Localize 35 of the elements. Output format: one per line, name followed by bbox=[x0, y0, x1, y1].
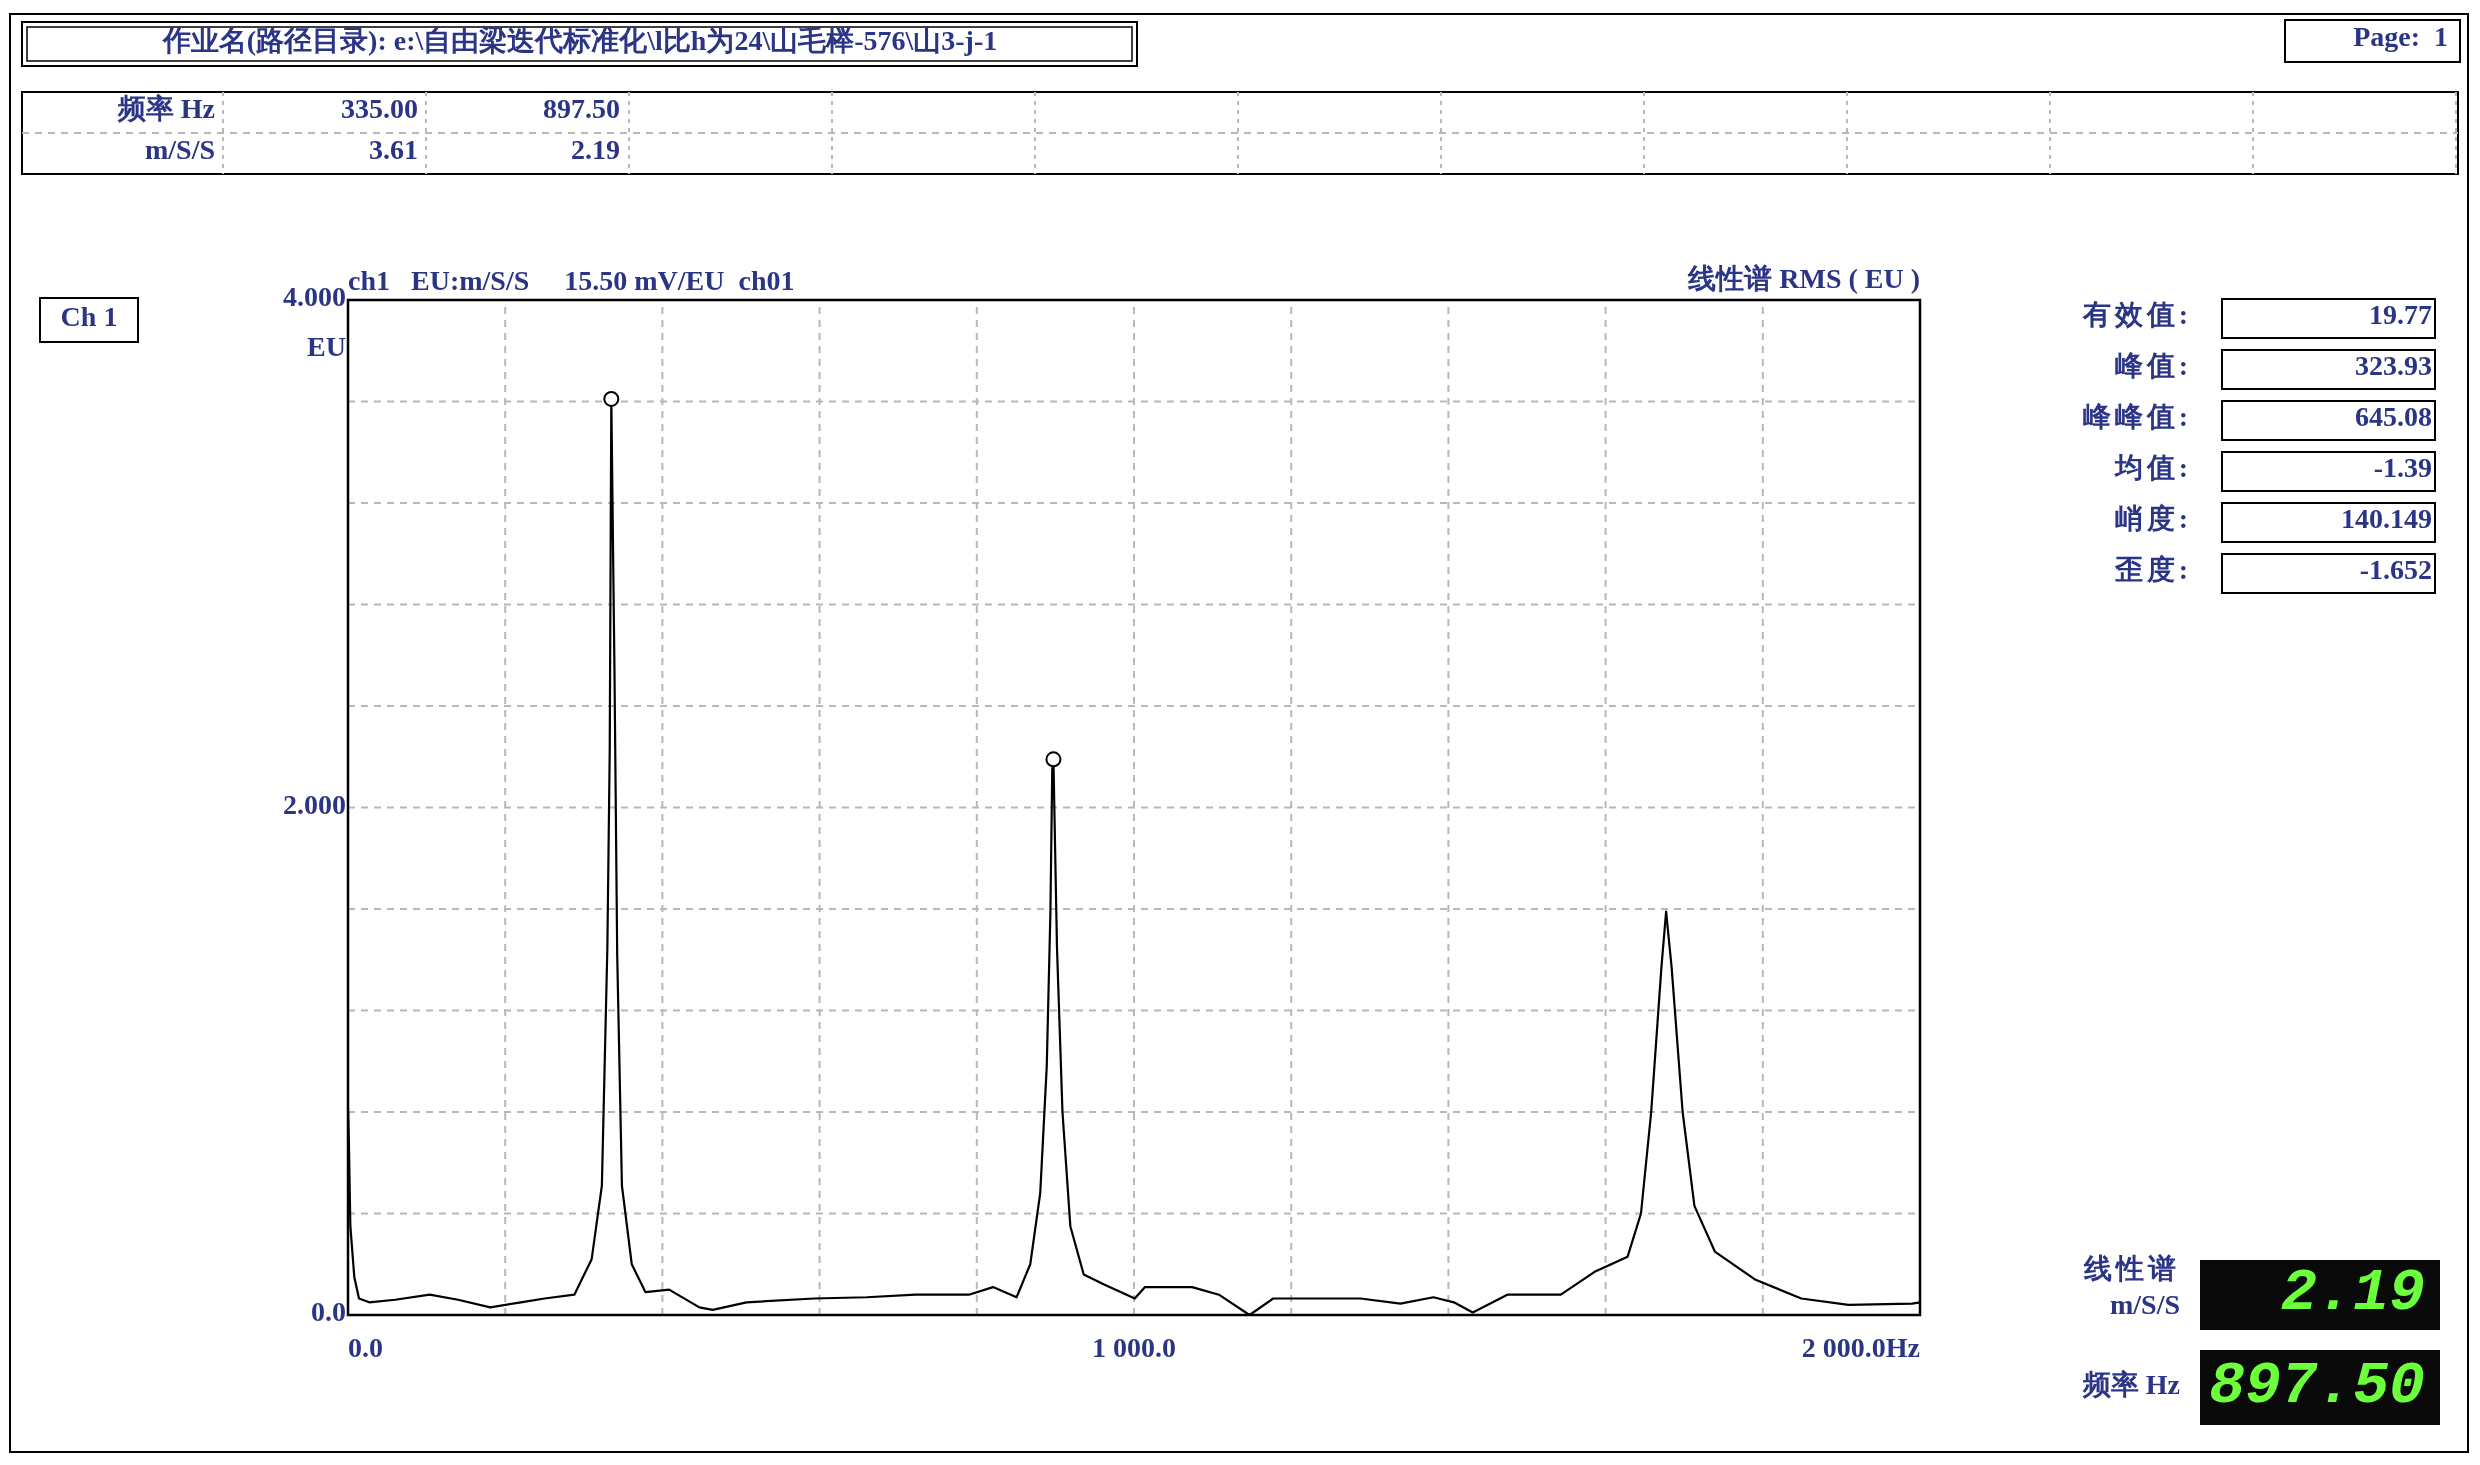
y-tick-label: 2.000 bbox=[283, 788, 346, 820]
text: 323.93 bbox=[2355, 350, 2432, 382]
text: 2.19 bbox=[571, 134, 620, 166]
text: 3.61 bbox=[369, 134, 418, 166]
text: 897.50 bbox=[2208, 1351, 2425, 1420]
text: m/S/S bbox=[2109, 1289, 2180, 1321]
text: 频率 Hz bbox=[116, 93, 215, 125]
x-tick-label: 2 000.0Hz bbox=[1801, 1332, 1920, 1364]
text: 峰值: bbox=[2114, 350, 2192, 382]
text: 作业名(路径目录): e:\自由梁迭代标准化\l比h为24\山毛榉-576\山3-j-1 bbox=[161, 25, 998, 57]
text: m/S/S bbox=[144, 134, 215, 166]
text: 有效值: bbox=[2081, 299, 2192, 331]
x-tick-label: 0.0 bbox=[348, 1332, 383, 1364]
y-tick-label: 4.000 bbox=[283, 281, 346, 313]
y-tick-label: 0.0 bbox=[311, 1296, 346, 1328]
chart-title: ch1 EU:m/S/S 15.50 mV/EU ch01 bbox=[348, 265, 795, 297]
chart-subtitle: 线性谱 RMS ( EU ) bbox=[1687, 263, 1920, 295]
text: 2.19 bbox=[2280, 1258, 2425, 1327]
text: 897.50 bbox=[543, 93, 620, 125]
text: 频率 Hz bbox=[2081, 1369, 2180, 1401]
text: Page: 1 bbox=[2353, 21, 2448, 53]
text: 歪度: bbox=[2113, 554, 2192, 586]
text: -1.652 bbox=[2359, 554, 2432, 586]
text: 19.77 bbox=[2369, 299, 2432, 331]
text: 线性谱 bbox=[2083, 1253, 2180, 1285]
text: 峭度: bbox=[2114, 503, 2192, 535]
text: 645.08 bbox=[2355, 401, 2432, 433]
text: 均值: bbox=[2112, 452, 2192, 484]
text: 峰峰值: bbox=[2082, 401, 2192, 433]
text: 335.00 bbox=[341, 93, 418, 125]
text: Ch 1 bbox=[60, 301, 118, 333]
text: 140.149 bbox=[2341, 503, 2432, 535]
text: -1.39 bbox=[2373, 452, 2432, 484]
y-axis-title: EU bbox=[307, 331, 346, 363]
x-tick-label: 1 000.0 bbox=[1092, 1332, 1176, 1364]
